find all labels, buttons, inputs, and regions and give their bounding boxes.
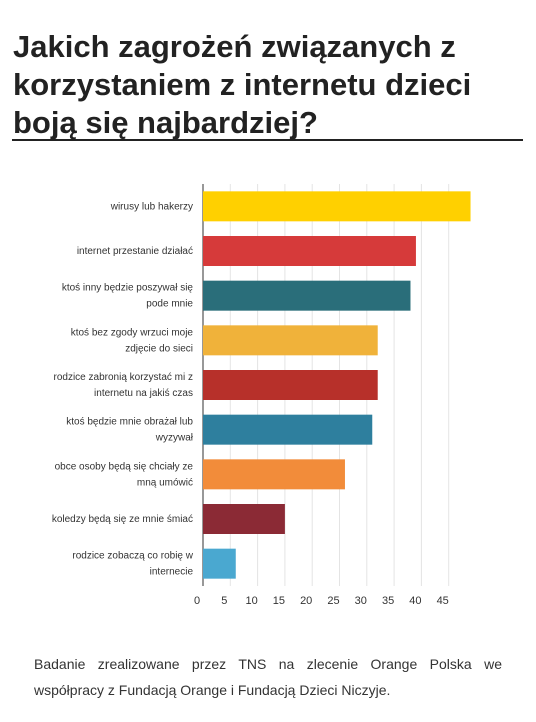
y-tick-label: wirusy lub hakerzy [110, 201, 193, 212]
chart: 0 5 10 15 20 25 30 35 40 45 wirusy lub hakerzy inte… [52, 184, 471, 607]
title-rule [12, 139, 523, 141]
x-tick-label: 30 [355, 595, 367, 607]
bar [203, 459, 345, 490]
x-tick-label: 20 [300, 595, 312, 607]
bar [203, 370, 378, 400]
y-tick-label: rodzice zobaczą co robię w internecie [72, 550, 193, 577]
bar [203, 504, 285, 534]
x-tick-label: 40 [409, 595, 421, 607]
x-tick-label: 15 [273, 595, 285, 607]
x-tick-label: 25 [327, 595, 339, 607]
bar [203, 280, 411, 311]
footer-note: Badanie zrealizowane przez TNS na zlecen… [34, 656, 502, 698]
y-tick-label: ktoś inny będzie poszywał się pode mnie [62, 282, 194, 309]
chart-title: Jakich zagrożeń związanych z korzystanie… [13, 29, 472, 140]
y-tick-label: ktoś bez zgody wrzuci moje zdjęcie do sie… [71, 327, 194, 354]
x-tick-label: 0 [194, 595, 200, 607]
y-tick-label: ktoś będzie mnie obrażał lub wyzywał [66, 416, 194, 443]
bar [203, 548, 236, 579]
y-tick-label: koledzy będą się ze mnie śmiać [52, 514, 193, 525]
x-tick-label: 10 [245, 595, 257, 607]
y-tick-label: rodzice zabronią korzystać mi z internetu… [54, 372, 194, 399]
x-tick-label: 45 [437, 595, 449, 607]
bar [203, 414, 373, 445]
bar [203, 191, 471, 222]
y-tick-label: internet przestanie działać [77, 246, 193, 257]
y-tick-label: obce osoby będą się chciały ze mną umówić [55, 461, 194, 488]
bar [203, 325, 378, 356]
x-tick-label: 35 [382, 595, 394, 607]
x-tick-label: 5 [221, 595, 227, 607]
bar [203, 236, 416, 266]
